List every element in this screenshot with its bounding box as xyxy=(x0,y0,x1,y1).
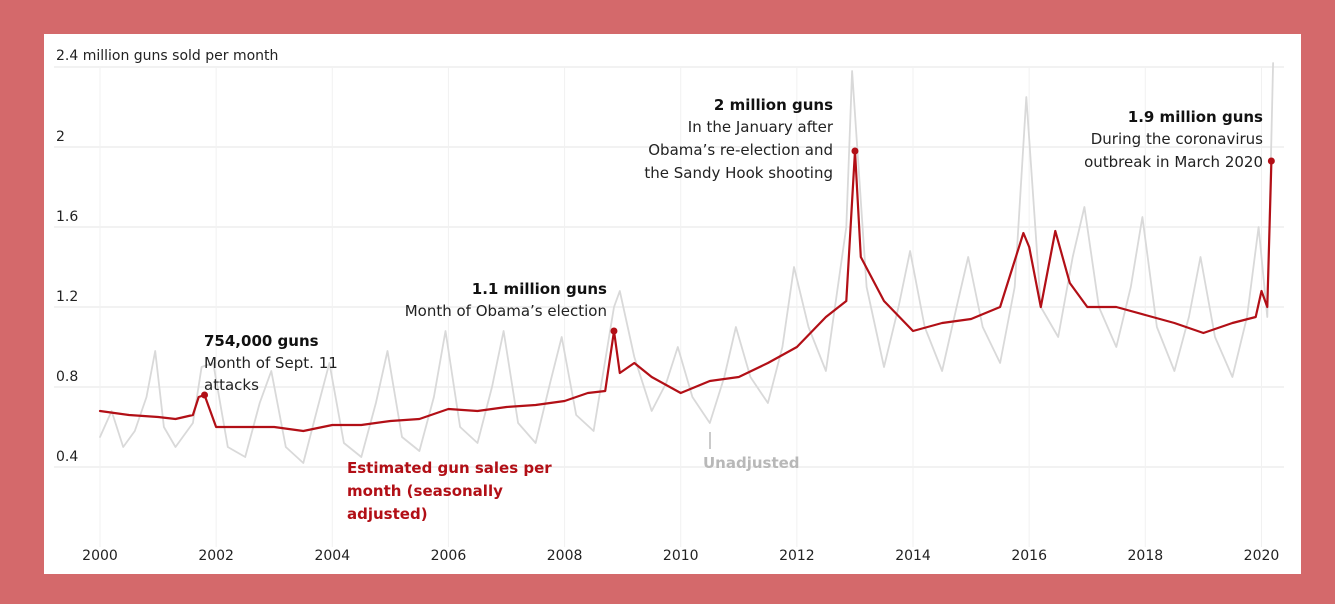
annotation-coronavirus-title: 1.9 million guns xyxy=(1128,108,1263,126)
y-tick-label-1: 0.8 xyxy=(56,369,78,385)
series-label-unadjusted-text: Unadjusted xyxy=(703,454,800,472)
x-axis-tick-labels: 2000 2002 2004 2006 2008 2010 2012 2014 2016 2018… xyxy=(82,548,1279,564)
annotation-sept11-line-1: Month of Sept. 11 xyxy=(204,354,338,372)
annotation-sandy-hook: 2 million guns In the January after Obam… xyxy=(644,96,833,182)
x-tick-label-9: 2018 xyxy=(1128,548,1164,564)
x-tick-label-5: 2010 xyxy=(663,548,699,564)
annotation-coronavirus-line-2: outbreak in March 2020 xyxy=(1084,153,1263,171)
series-line-unadjusted xyxy=(99,62,1274,464)
x-tick-label-1: 2002 xyxy=(198,548,234,564)
annotation-markers xyxy=(201,147,1275,399)
x-tick-label-8: 2016 xyxy=(1011,548,1047,564)
x-tick-label-7: 2014 xyxy=(895,548,931,564)
series-label-adjusted-line-3: adjusted) xyxy=(347,505,428,523)
x-tick-label-10: 2020 xyxy=(1244,548,1280,564)
annotation-sandy-hook-line-2: Obama’s re-election and xyxy=(648,141,833,159)
annotation-coronavirus-line-1: During the coronavirus xyxy=(1091,130,1263,148)
annotation-sandy-hook-title: 2 million guns xyxy=(714,96,833,114)
annotation-obama-election-title: 1.1 million guns xyxy=(472,280,607,298)
y-axis-label: 2.4 million guns sold per month xyxy=(56,48,278,64)
x-tick-label-4: 2008 xyxy=(547,548,583,564)
annotation-sandy-hook-line-1: In the January after xyxy=(688,118,834,136)
series-lines xyxy=(98,62,1274,464)
series-label-adjusted-line-1: Estimated gun sales per xyxy=(347,459,552,477)
grid-lines xyxy=(54,66,1284,547)
annotation-marker-1 xyxy=(610,327,618,335)
annotation-sept11-line-2: attacks xyxy=(204,376,259,394)
annotation-marker-2 xyxy=(851,147,859,155)
annotation-marker-3 xyxy=(1267,157,1275,165)
annotation-coronavirus: 1.9 million guns During the coronavirus … xyxy=(1084,108,1263,171)
x-tick-label-2: 2004 xyxy=(314,548,350,564)
series-label-unadjusted: Unadjusted xyxy=(703,432,800,472)
series-line-adjusted xyxy=(98,149,1273,433)
annotation-marker-0 xyxy=(201,391,209,399)
y-axis-tick-labels: 0.4 0.8 1.2 1.6 2 xyxy=(56,129,78,465)
y-tick-label-4: 2 xyxy=(56,129,65,145)
y-tick-label-3: 1.6 xyxy=(56,209,78,225)
series-label-adjusted-line-2: month (seasonally xyxy=(347,482,503,500)
annotation-sept11-title: 754,000 guns xyxy=(204,332,319,350)
x-tick-label-6: 2012 xyxy=(779,548,815,564)
x-tick-label-0: 2000 xyxy=(82,548,118,564)
gun-sales-chart: 0.4 0.8 1.2 1.6 2 2.4 million guns sold per … xyxy=(54,48,1284,564)
annotation-obama-election-line-1: Month of Obama’s election xyxy=(405,302,607,320)
x-tick-label-3: 2006 xyxy=(431,548,467,564)
y-tick-label-2: 1.2 xyxy=(56,289,78,305)
annotation-sandy-hook-line-3: the Sandy Hook shooting xyxy=(644,164,833,182)
chart-panel: 0.4 0.8 1.2 1.6 2 2.4 million guns sold per … xyxy=(44,34,1301,574)
annotation-sept11: 754,000 guns Month of Sept. 11 attacks xyxy=(204,332,338,394)
y-tick-label-0: 0.4 xyxy=(56,449,78,465)
annotation-obama-election: 1.1 million guns Month of Obama’s electi… xyxy=(405,280,607,320)
series-label-adjusted: Estimated gun sales per month (seasonall… xyxy=(347,459,552,523)
